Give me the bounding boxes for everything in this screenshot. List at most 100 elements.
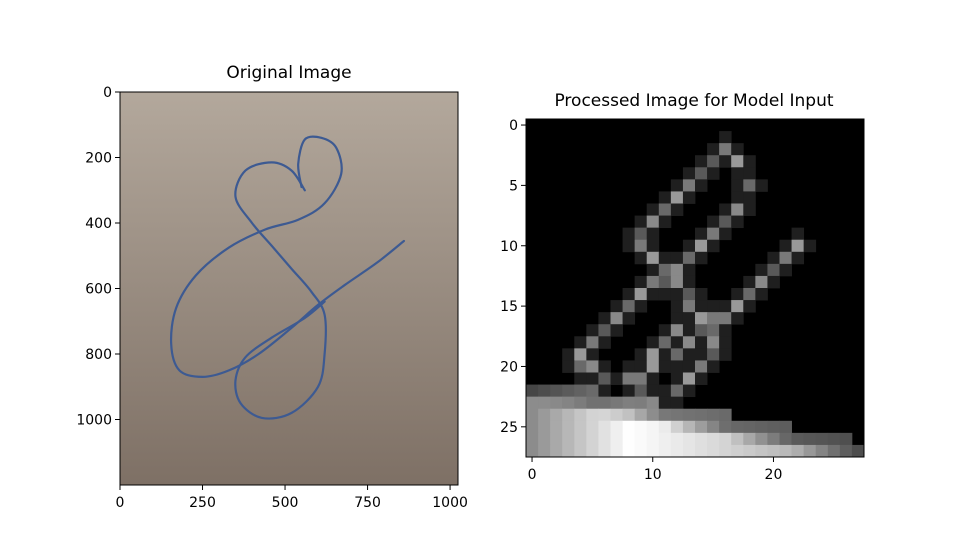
pixel-cell <box>526 445 538 457</box>
pixel-cell <box>707 336 719 348</box>
pixel-cell <box>707 143 719 155</box>
pixel-cell <box>562 421 574 433</box>
y-tick-label: 0 <box>103 85 112 101</box>
pixel-cell <box>792 240 804 252</box>
pixel-cell <box>647 204 659 216</box>
pixel-cell <box>659 397 671 409</box>
pixel-cell <box>671 264 683 276</box>
pixel-cell <box>840 433 852 445</box>
pixel-cell <box>816 433 828 445</box>
y-tick-label: 200 <box>85 151 112 167</box>
pixel-cell <box>671 373 683 385</box>
pixel-cell <box>731 143 743 155</box>
pixel-cell <box>683 240 695 252</box>
pixel-cell <box>719 421 731 433</box>
pixel-cell <box>659 336 671 348</box>
processed-x-axis: 0 10 20 <box>528 457 783 483</box>
pixel-cell <box>635 433 647 445</box>
pixel-cell <box>743 288 755 300</box>
pixel-cell <box>792 433 804 445</box>
pixel-cell <box>671 360 683 372</box>
pixel-cell <box>659 191 671 203</box>
pixel-cell <box>647 264 659 276</box>
pixel-cell <box>574 445 586 457</box>
pixel-cell <box>635 288 647 300</box>
pixel-cell <box>671 312 683 324</box>
pixel-cell <box>683 179 695 191</box>
pixel-cell <box>526 433 538 445</box>
pixel-cell <box>683 167 695 179</box>
pixel-cell <box>719 445 731 457</box>
pixel-cell <box>659 216 671 228</box>
pixel-cell <box>695 155 707 167</box>
pixel-cell <box>659 348 671 360</box>
pixel-cell <box>743 191 755 203</box>
pixel-cell <box>623 397 635 409</box>
pixel-cell <box>526 397 538 409</box>
processed-y-axis: 0 5 10 15 20 25 <box>500 118 526 436</box>
pixel-cell <box>586 373 598 385</box>
pixel-cell <box>623 409 635 421</box>
pixel-cell <box>586 409 598 421</box>
y-tick-label: 5 <box>509 178 518 194</box>
pixel-cell <box>683 409 695 421</box>
pixel-cell <box>683 336 695 348</box>
pixel-cell <box>743 433 755 445</box>
pixel-cell <box>840 445 852 457</box>
pixel-cell <box>671 191 683 203</box>
pixel-cell <box>695 300 707 312</box>
x-tick-label: 500 <box>272 495 299 511</box>
pixel-cell <box>767 276 779 288</box>
pixel-cell <box>731 204 743 216</box>
pixel-cell <box>647 360 659 372</box>
pixel-cell <box>586 385 598 397</box>
pixel-cell <box>598 421 610 433</box>
pixel-cell <box>647 336 659 348</box>
pixel-cell <box>743 445 755 457</box>
pixel-cell <box>647 385 659 397</box>
pixel-cell <box>683 373 695 385</box>
pixel-cell <box>647 409 659 421</box>
pixel-cell <box>647 348 659 360</box>
pixel-cell <box>562 348 574 360</box>
pixel-cell <box>707 360 719 372</box>
pixel-cell <box>550 397 562 409</box>
pixel-cell <box>671 204 683 216</box>
pixel-cell <box>707 167 719 179</box>
pixel-cell <box>767 421 779 433</box>
pixel-cell <box>671 276 683 288</box>
pixel-cell <box>623 312 635 324</box>
pixel-cell <box>611 421 623 433</box>
pixel-cell <box>647 240 659 252</box>
pixel-cell <box>671 409 683 421</box>
y-tick-label: 10 <box>500 239 518 255</box>
pixel-cell <box>586 360 598 372</box>
y-tick-label: 800 <box>85 347 112 363</box>
pixel-cell <box>695 360 707 372</box>
pixel-cell <box>659 433 671 445</box>
pixel-cell <box>574 433 586 445</box>
pixel-cell <box>731 191 743 203</box>
pixel-cell <box>719 155 731 167</box>
processed-image-title: Processed Image for Model Input <box>554 91 833 111</box>
pixel-cell <box>695 240 707 252</box>
pixel-cell <box>743 300 755 312</box>
pixel-cell <box>695 324 707 336</box>
x-tick-label: 10 <box>644 467 662 483</box>
pixel-cell <box>683 264 695 276</box>
pixel-cell <box>647 397 659 409</box>
pixel-cell <box>623 240 635 252</box>
pixel-cell <box>635 348 647 360</box>
pixel-cell <box>526 421 538 433</box>
pixel-cell <box>538 421 550 433</box>
pixel-cell <box>623 421 635 433</box>
pixel-cell <box>707 409 719 421</box>
pixel-cell <box>683 312 695 324</box>
pixel-cell <box>755 179 767 191</box>
pixel-cell <box>671 324 683 336</box>
pixel-cell <box>731 216 743 228</box>
pixel-cell <box>683 348 695 360</box>
pixel-cell <box>659 264 671 276</box>
pixel-cell <box>695 228 707 240</box>
